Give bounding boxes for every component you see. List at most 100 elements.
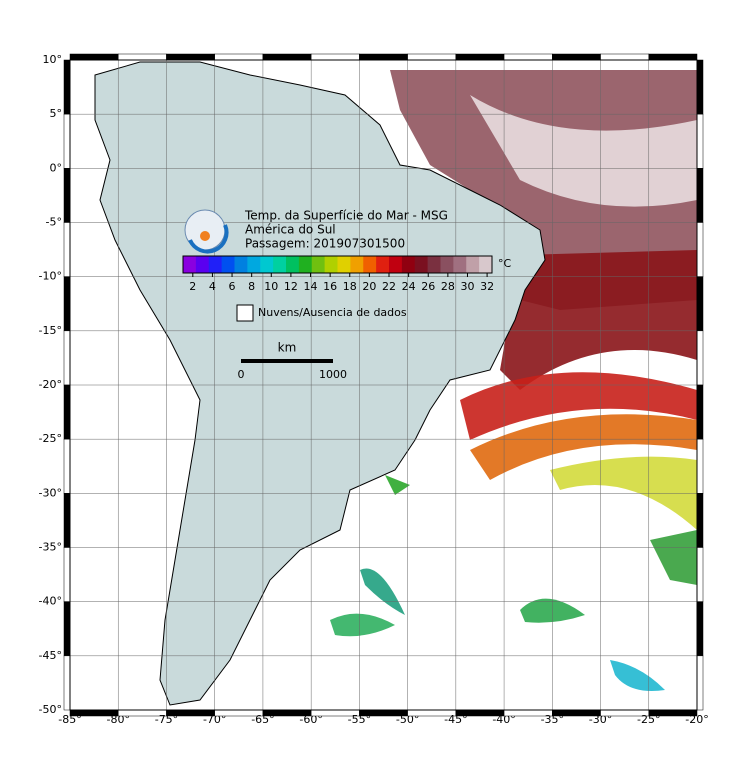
frame-segment <box>696 168 704 223</box>
colorbar-cell <box>350 256 364 273</box>
colorbar-cell <box>311 256 326 273</box>
colorbar-cell <box>183 256 197 273</box>
y-tick-label: -5° <box>46 216 62 229</box>
colorbar-cell <box>260 256 274 273</box>
frame-segment <box>63 222 71 277</box>
frame-segment <box>696 276 704 332</box>
scale-bar <box>241 359 333 363</box>
legend-label: Nuvens/Ausencia de dados <box>258 306 407 319</box>
frame-segment <box>696 655 704 711</box>
scale-unit: km <box>278 341 297 355</box>
frame <box>69 59 698 711</box>
frame-segment <box>69 53 119 61</box>
frame-segment <box>63 601 71 657</box>
scale-label: 0 <box>238 368 245 381</box>
colorbar-cell <box>195 256 210 273</box>
subtitle: América do Sul <box>245 223 336 237</box>
colorbar-tick-label: 28 <box>441 280 455 293</box>
frame-segment <box>117 53 167 61</box>
colorbar-tick-label: 8 <box>248 280 255 293</box>
frame-segment <box>696 438 704 494</box>
colorbar-cell <box>363 256 377 273</box>
y-tick-label: 0° <box>50 161 63 174</box>
frame-segment <box>63 493 71 548</box>
frame-segment <box>696 222 704 277</box>
frame-segment <box>696 493 704 548</box>
frame-segment <box>63 113 71 169</box>
y-tick-label: -40° <box>39 595 62 608</box>
colorbar-tick-label: 14 <box>304 280 318 293</box>
frame-segment <box>63 59 71 115</box>
colorbar-cell <box>273 256 287 273</box>
colorbar-tick-label: 18 <box>343 280 357 293</box>
frame-segment <box>63 655 71 711</box>
colorbar-cell <box>247 256 261 273</box>
colorbar-cell <box>401 256 416 273</box>
frame-segment <box>407 53 457 61</box>
colorbar-tick-label: 32 <box>480 280 494 293</box>
frame-segment <box>63 384 71 440</box>
colorbar-cell <box>389 256 403 273</box>
frame-segment <box>696 59 704 115</box>
y-tick-label: -20° <box>39 378 62 391</box>
colorbar-cell <box>453 256 467 273</box>
frame-segment <box>214 53 264 61</box>
frame-segment <box>696 547 704 602</box>
logo <box>184 209 229 254</box>
colorbar-tick-label: 2 <box>189 280 196 293</box>
colorbar-tick-label: 22 <box>382 280 396 293</box>
colorbar-tick-label: 24 <box>402 280 416 293</box>
colorbar-cell <box>234 256 248 273</box>
colorbar-cell <box>479 256 493 273</box>
colorbar-tick-label: 30 <box>460 280 474 293</box>
colorbar-cell <box>466 256 480 273</box>
colorbar-frame <box>182 255 493 274</box>
frame-segment <box>63 438 71 494</box>
frame-segment <box>359 53 408 61</box>
frame-segment <box>166 53 215 61</box>
frame-segment <box>696 113 704 169</box>
colorbar-cell <box>376 256 390 273</box>
title: Temp. da Superfície do Mar - MSG <box>244 209 448 223</box>
frame-segment <box>63 276 71 332</box>
frame-segment <box>600 53 650 61</box>
frame-segment <box>63 547 71 602</box>
frame-segment <box>63 168 71 223</box>
y-tick-label: -10° <box>39 270 62 283</box>
frame-segment <box>503 53 553 61</box>
y-tick-label: 5° <box>50 107 63 120</box>
y-tick-label: -30° <box>39 486 62 499</box>
y-tick-label: -15° <box>39 324 62 337</box>
colorbar-cell <box>324 256 338 273</box>
colorbar-tick-label: 20 <box>362 280 376 293</box>
colorbar-tick-label: 26 <box>421 280 435 293</box>
colorbar-tick-label: 16 <box>323 280 337 293</box>
frame-segment <box>455 53 505 61</box>
frame-segment <box>696 601 704 657</box>
colorbar-cell <box>208 256 223 273</box>
colorbar-tick-label: 4 <box>209 280 216 293</box>
legend-swatch <box>236 304 254 322</box>
colorbar-unit: °C <box>498 257 512 270</box>
frame-segment <box>63 330 71 386</box>
frame-segment <box>310 53 360 61</box>
colorbar-cell <box>440 256 454 273</box>
scale-label: 1000 <box>319 368 347 381</box>
colorbar-cell <box>286 256 300 273</box>
colorbar-tick-label: 6 <box>229 280 236 293</box>
colorbar-cell <box>298 256 313 273</box>
x-tick-label: -20° <box>685 713 708 726</box>
frame-segment <box>552 53 601 61</box>
y-tick-label: -25° <box>39 432 62 445</box>
y-tick-label: -50° <box>39 703 62 716</box>
pass-time: Passagem: 201907301500 <box>245 237 405 251</box>
y-tick-label: -35° <box>39 541 62 554</box>
y-tick-label: -45° <box>39 649 62 662</box>
y-tick-label: 10° <box>43 53 63 66</box>
frame-segment <box>696 384 704 440</box>
frame-segment <box>696 330 704 386</box>
colorbar-cell <box>427 256 441 273</box>
colorbar-cell <box>221 256 235 273</box>
frame-segment <box>648 53 698 61</box>
